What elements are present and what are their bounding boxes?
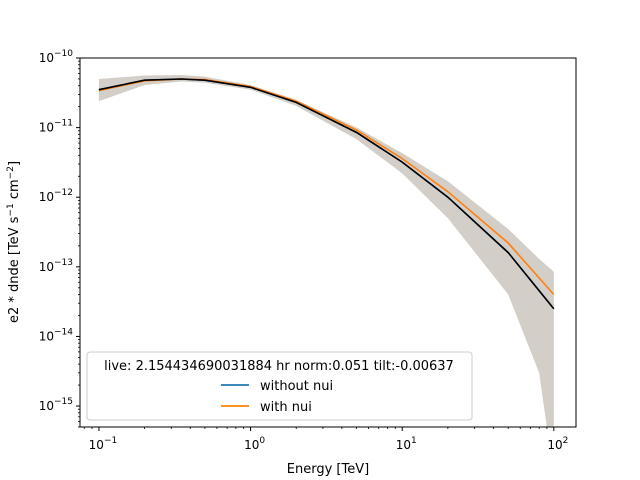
y-tick-label: 10−12 (39, 188, 73, 204)
y-tick-label: 10−14 (39, 327, 74, 343)
legend-label-with-nui: with nui (260, 400, 312, 415)
legend: live: 2.154434690031884 hr norm:0.051 ti… (86, 351, 473, 421)
reference-line (98, 78, 555, 310)
legend-label-without-nui: without nui (260, 379, 333, 394)
y-axis-label-prefix: e2 * dnde [TeV s (7, 216, 22, 323)
x-tick-label: 102 (547, 436, 568, 452)
y-axis-label-mid: cm (7, 179, 22, 203)
x-tick-label: 101 (396, 436, 417, 452)
y-tick-label: 10−13 (39, 258, 73, 274)
y-axis-label-sup2: −2 (6, 166, 16, 179)
y-tick-label: 10−11 (39, 119, 73, 135)
x-axis-label: Energy [TeV] (287, 462, 369, 477)
y-tick-label: 10−10 (39, 49, 74, 65)
legend-box (86, 351, 473, 421)
legend-title: live: 2.154434690031884 hr norm:0.051 ti… (104, 359, 454, 374)
x-tick-label: 10−1 (89, 436, 118, 452)
y-axis-label-sup1: −1 (6, 203, 16, 216)
plot-frame (79, 57, 577, 428)
x-tick-label: 100 (244, 436, 265, 452)
y-axis-label: e2 * dnde [TeV s−1 cm−2] (6, 161, 22, 323)
axis-ticks: 10−1 100 101 102 10−15 10−14 10−13 10−12 10−11 10… (39, 49, 569, 452)
series-line-layer (98, 78, 555, 310)
y-tick-label: 10−15 (39, 397, 73, 413)
y-axis-label-suffix: ] (7, 161, 22, 166)
